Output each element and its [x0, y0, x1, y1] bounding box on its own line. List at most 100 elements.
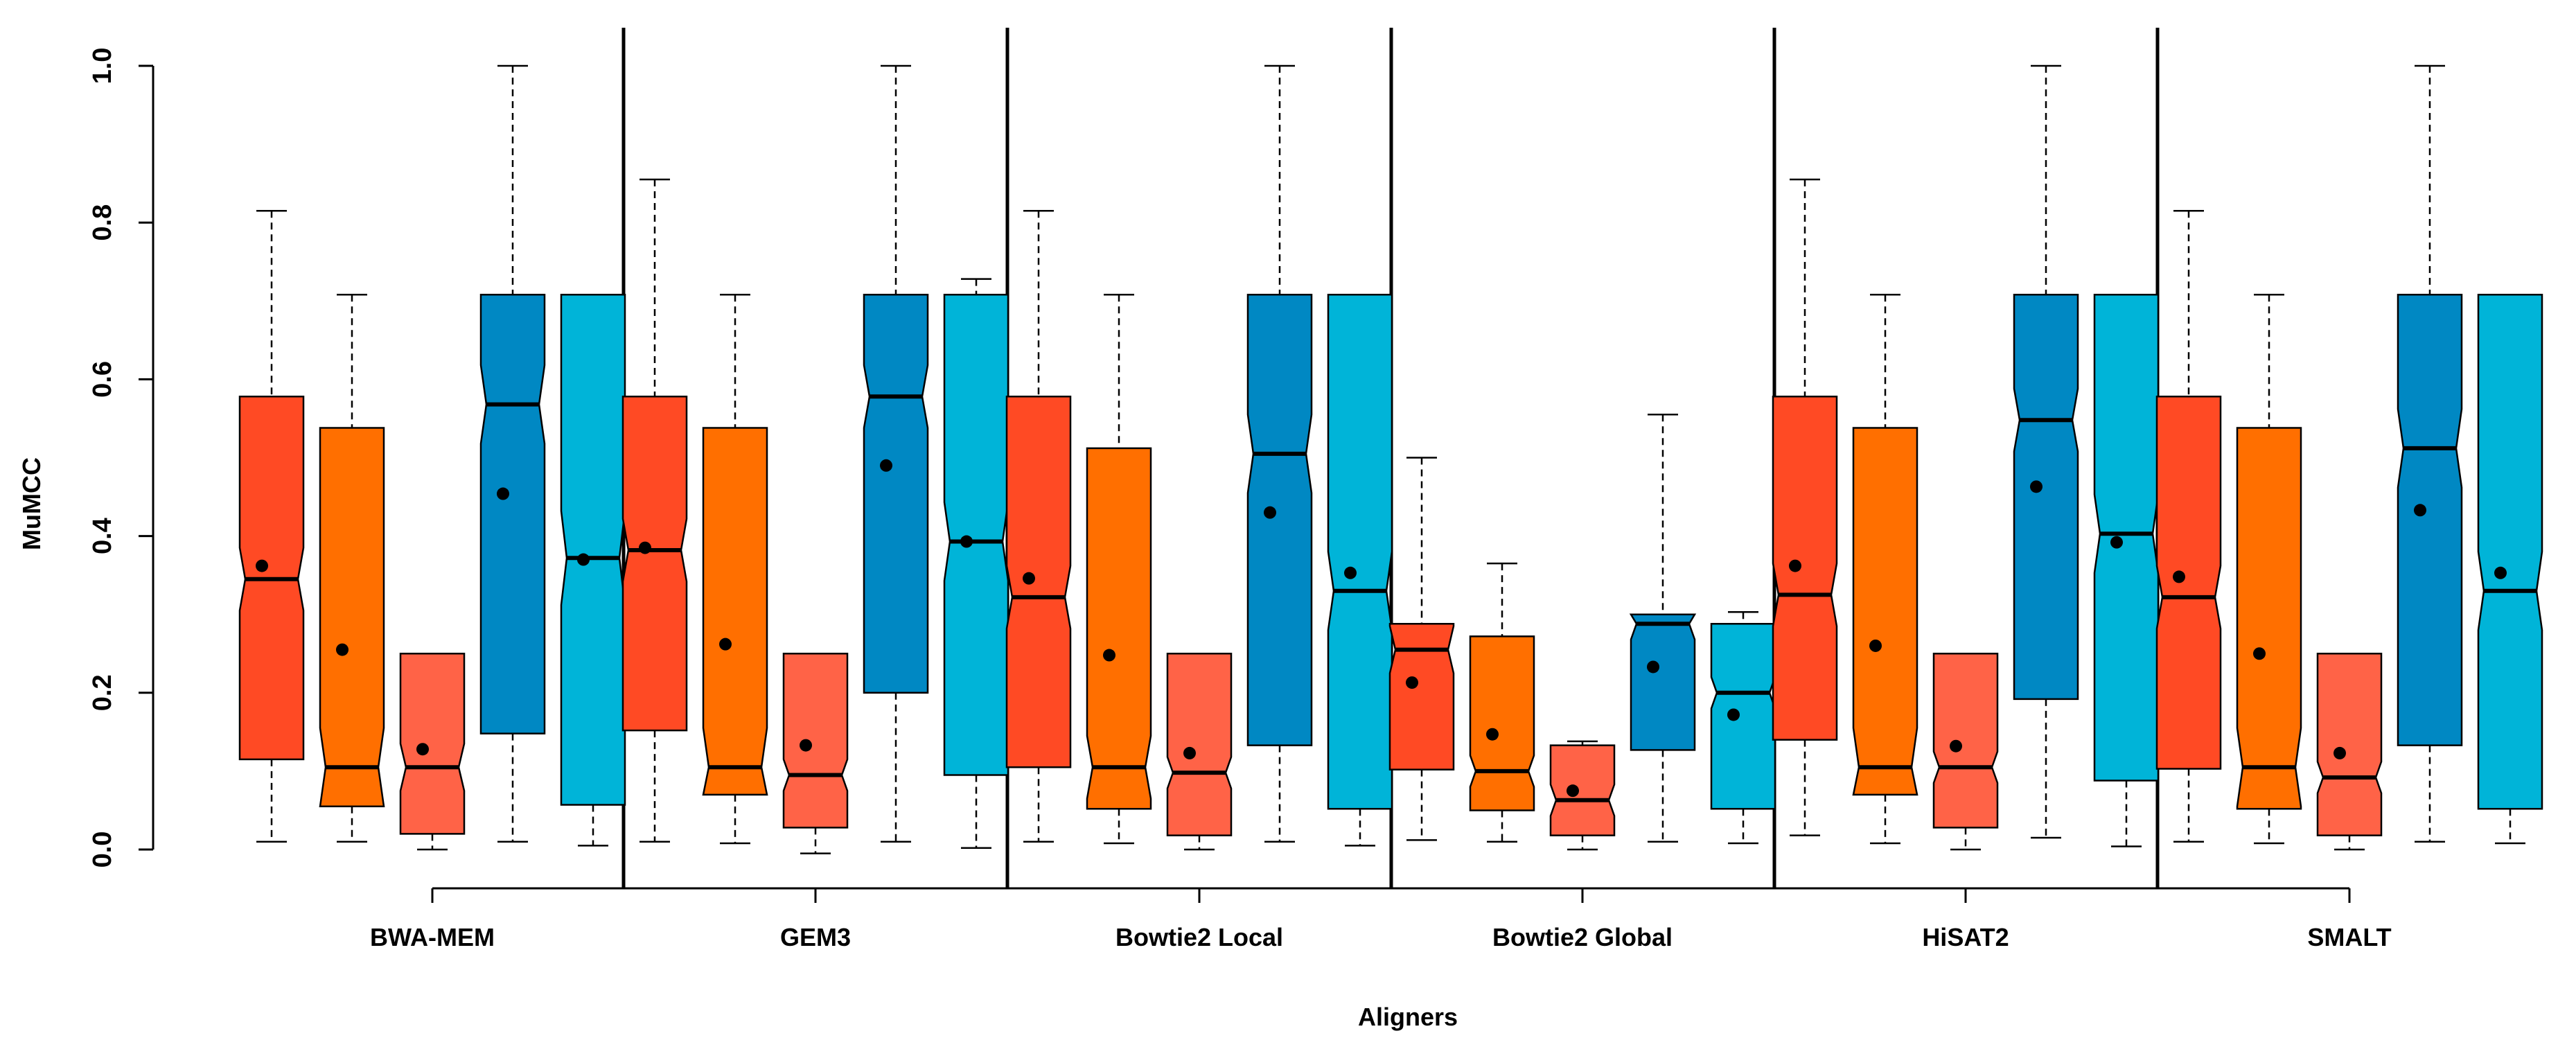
mean-point — [880, 459, 892, 472]
box-5-3 — [2397, 64, 2463, 843]
mean-point — [2253, 647, 2266, 660]
box-body — [782, 653, 849, 829]
box-body — [2155, 396, 2222, 770]
box-0-4 — [560, 294, 626, 847]
mean-point — [1647, 660, 1659, 674]
mean-point — [800, 739, 812, 752]
x-tick-label-5: SMALT — [2307, 923, 2391, 951]
box-1-3 — [863, 64, 929, 843]
box-body — [1327, 294, 1393, 810]
mean-point — [1103, 649, 1115, 662]
box-2-4 — [1327, 294, 1393, 847]
box-body — [1772, 396, 1838, 741]
box-2-0 — [1005, 209, 1072, 843]
x-tick-label-3: Bowtie2 Global — [1492, 923, 1673, 951]
box-body — [479, 294, 546, 734]
mean-point — [256, 559, 268, 572]
box-body — [1246, 294, 1313, 746]
mean-point — [1789, 559, 1801, 572]
mean-point — [1486, 728, 1499, 741]
box-2-1 — [1086, 294, 1152, 845]
mean-point — [1406, 676, 1418, 689]
box-5-4 — [2477, 294, 2543, 845]
mean-point — [2334, 746, 2346, 759]
mean-point — [1727, 708, 1740, 721]
box-4-1 — [1852, 294, 1918, 845]
box-body — [1388, 623, 1455, 771]
mean-point — [1344, 566, 1357, 579]
box-3-4 — [1710, 611, 1776, 845]
group-2 — [1005, 64, 1393, 851]
mean-point — [2030, 480, 2043, 493]
mean-point — [1264, 506, 1276, 519]
mean-point — [2494, 566, 2507, 579]
box-body — [2236, 427, 2302, 810]
box-body — [1932, 653, 1999, 829]
box-body — [399, 653, 466, 835]
box-body — [1469, 635, 1535, 811]
box-body — [1852, 427, 1918, 796]
x-axis-title: Aligners — [1358, 1003, 1458, 1031]
x-tick-label-1: GEM3 — [780, 923, 851, 951]
box-body — [621, 396, 688, 732]
mean-point — [1950, 739, 1962, 753]
box-body — [1629, 613, 1697, 751]
y-tick-label-3: 0.6 — [88, 361, 117, 398]
box-2-2 — [1166, 653, 1233, 851]
box-3-2 — [1549, 740, 1616, 851]
x-axis: BWA-MEM GEM3 Bowtie2 Local Bowtie2 Global Hi… — [370, 887, 2392, 951]
group-4 — [1772, 64, 2160, 851]
box-4-4 — [2093, 294, 2160, 847]
x-tick-label-0: BWA-MEM — [370, 923, 495, 951]
y-tick-label-2: 0.4 — [88, 518, 117, 554]
box-5-0 — [2155, 209, 2222, 843]
mean-point — [2173, 570, 2185, 583]
box-5-2 — [2316, 653, 2383, 851]
mean-point — [336, 643, 349, 656]
box-4-3 — [2013, 64, 2079, 839]
mean-point — [2414, 504, 2426, 517]
box-body — [2093, 294, 2160, 782]
box-0-3 — [479, 64, 546, 843]
mean-point — [1869, 639, 1882, 652]
y-tick-label-0: 0.0 — [88, 832, 117, 868]
x-tick-label-2: Bowtie2 Local — [1115, 923, 1283, 951]
box-body — [2013, 294, 2079, 701]
box-body — [1549, 744, 1616, 836]
box-layer — [238, 64, 2543, 854]
box-body — [1005, 396, 1072, 768]
y-axis: 0.0 0.2 0.4 0.6 0.8 1.0 — [88, 48, 155, 868]
box-3-3 — [1629, 414, 1697, 843]
box-0-0 — [238, 209, 305, 843]
group-5 — [2155, 64, 2543, 851]
box-1-1 — [702, 294, 768, 845]
box-1-4 — [943, 278, 1009, 849]
box-4-2 — [1932, 653, 1999, 851]
box-1-0 — [621, 178, 688, 843]
box-body — [560, 294, 626, 806]
mean-point — [1183, 746, 1196, 759]
group-0 — [238, 64, 626, 851]
box-body — [319, 427, 385, 808]
mean-point — [577, 553, 590, 566]
group-1 — [621, 64, 1009, 854]
y-axis-title: MuMCC — [17, 457, 46, 550]
box-body — [1166, 653, 1233, 836]
box-2-3 — [1246, 64, 1313, 843]
box-0-1 — [319, 294, 385, 843]
box-body — [702, 427, 768, 796]
y-tick-label-5: 1.0 — [88, 48, 117, 85]
y-tick-label-1: 0.2 — [88, 674, 117, 711]
box-body — [1710, 623, 1776, 810]
box-3-1 — [1469, 562, 1535, 843]
y-tick-label-4: 0.8 — [88, 204, 117, 241]
mean-point — [960, 535, 973, 548]
box-1-2 — [782, 653, 849, 854]
box-3-0 — [1388, 457, 1455, 841]
box-0-2 — [399, 653, 466, 851]
x-tick-label-4: HiSAT2 — [1922, 923, 2009, 951]
mean-point — [416, 743, 429, 756]
mean-point — [2110, 536, 2123, 549]
box-body — [1086, 447, 1152, 810]
